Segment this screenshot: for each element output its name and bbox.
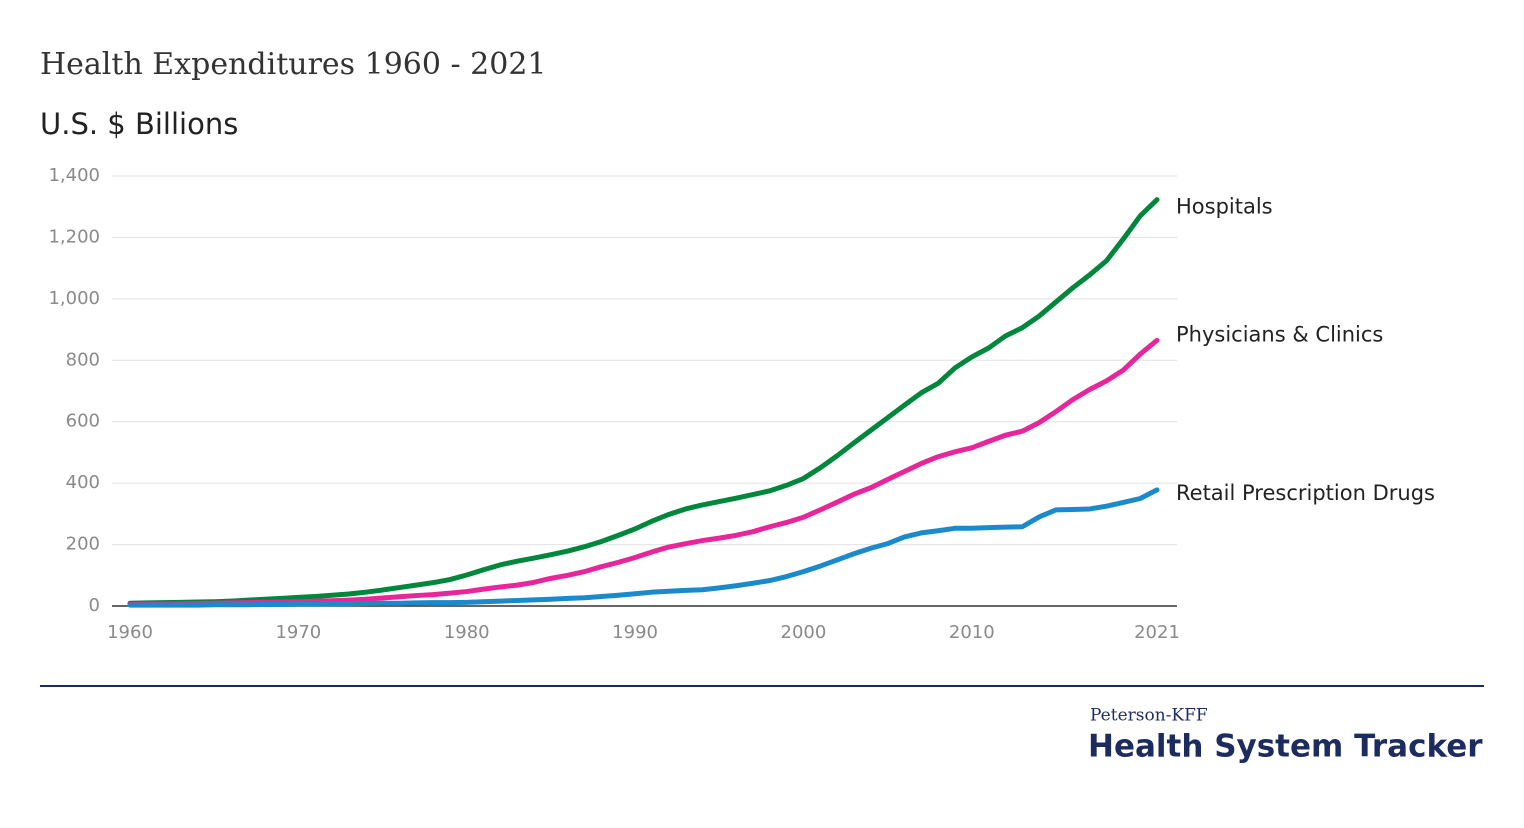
x-tick-label: 1960 bbox=[107, 622, 153, 643]
y-tick-label: 1,000 bbox=[48, 288, 100, 309]
y-tick-label: 400 bbox=[66, 472, 100, 493]
x-tick-label: 2021 bbox=[1134, 622, 1180, 643]
series-line bbox=[127, 337, 1160, 607]
logo-org: Peterson-KFF bbox=[1090, 706, 1208, 726]
y-tick-label: 600 bbox=[66, 411, 100, 432]
chart-subtitle: U.S. $ Billions bbox=[40, 107, 238, 141]
series-label: Physicians & Clinics bbox=[1176, 322, 1383, 346]
y-tick-label: 0 bbox=[89, 595, 100, 616]
chart-title: Health Expenditures 1960 - 2021 bbox=[40, 47, 547, 82]
x-tick-label: 1970 bbox=[275, 622, 321, 643]
x-tick-label: 1980 bbox=[444, 622, 490, 643]
series-line bbox=[127, 197, 1160, 606]
logo-tracker: Health System Tracker bbox=[1088, 729, 1483, 765]
series-label: Hospitals bbox=[1176, 195, 1273, 219]
x-tick-label: 2010 bbox=[949, 622, 995, 643]
x-tick-label: 2000 bbox=[781, 622, 827, 643]
y-tick-label: 1,200 bbox=[48, 226, 100, 247]
y-tick-label: 800 bbox=[66, 349, 100, 370]
y-tick-label: 200 bbox=[66, 534, 100, 555]
x-tick-label: 1990 bbox=[612, 622, 658, 643]
series-label: Retail Prescription Drugs bbox=[1176, 481, 1435, 505]
series-line bbox=[127, 487, 1160, 608]
y-tick-label: 1,400 bbox=[48, 165, 100, 186]
